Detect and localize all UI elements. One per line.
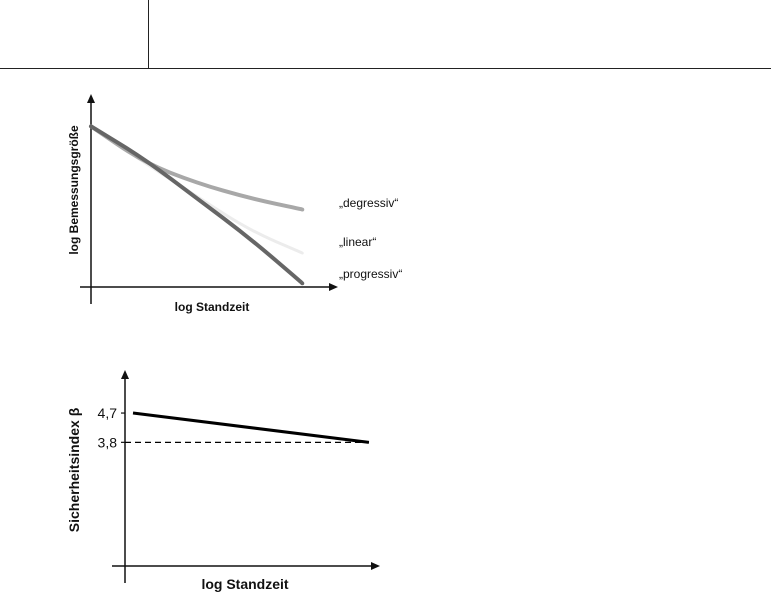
series-label-degressiv: „degressiv“	[339, 196, 398, 210]
chart2-series-group	[125, 411, 370, 444]
page-header	[0, 0, 771, 69]
header-rule	[0, 68, 771, 69]
series-label-progressiv: „progressiv“	[339, 267, 402, 281]
chart1-series-group	[89, 124, 305, 286]
series-line-progressiv	[89, 124, 305, 286]
header-divider	[148, 0, 149, 69]
chart1-xlabel: log Standzeit	[175, 300, 250, 314]
chart1-ylabel: log Bemessungsgröße	[67, 125, 81, 255]
chart2-ticks-group: 3,8 4,7	[98, 405, 125, 450]
y-tick-label: 3,8	[98, 434, 118, 450]
series-line-sicherheitsindex	[132, 411, 370, 444]
series-label-linear: „linear“	[339, 235, 376, 249]
y-tick-label: 4,7	[98, 405, 118, 421]
chart2-ylabel: Sicherheitsindex β	[66, 407, 82, 532]
chart2-xlabel: log Standzeit	[201, 576, 288, 592]
